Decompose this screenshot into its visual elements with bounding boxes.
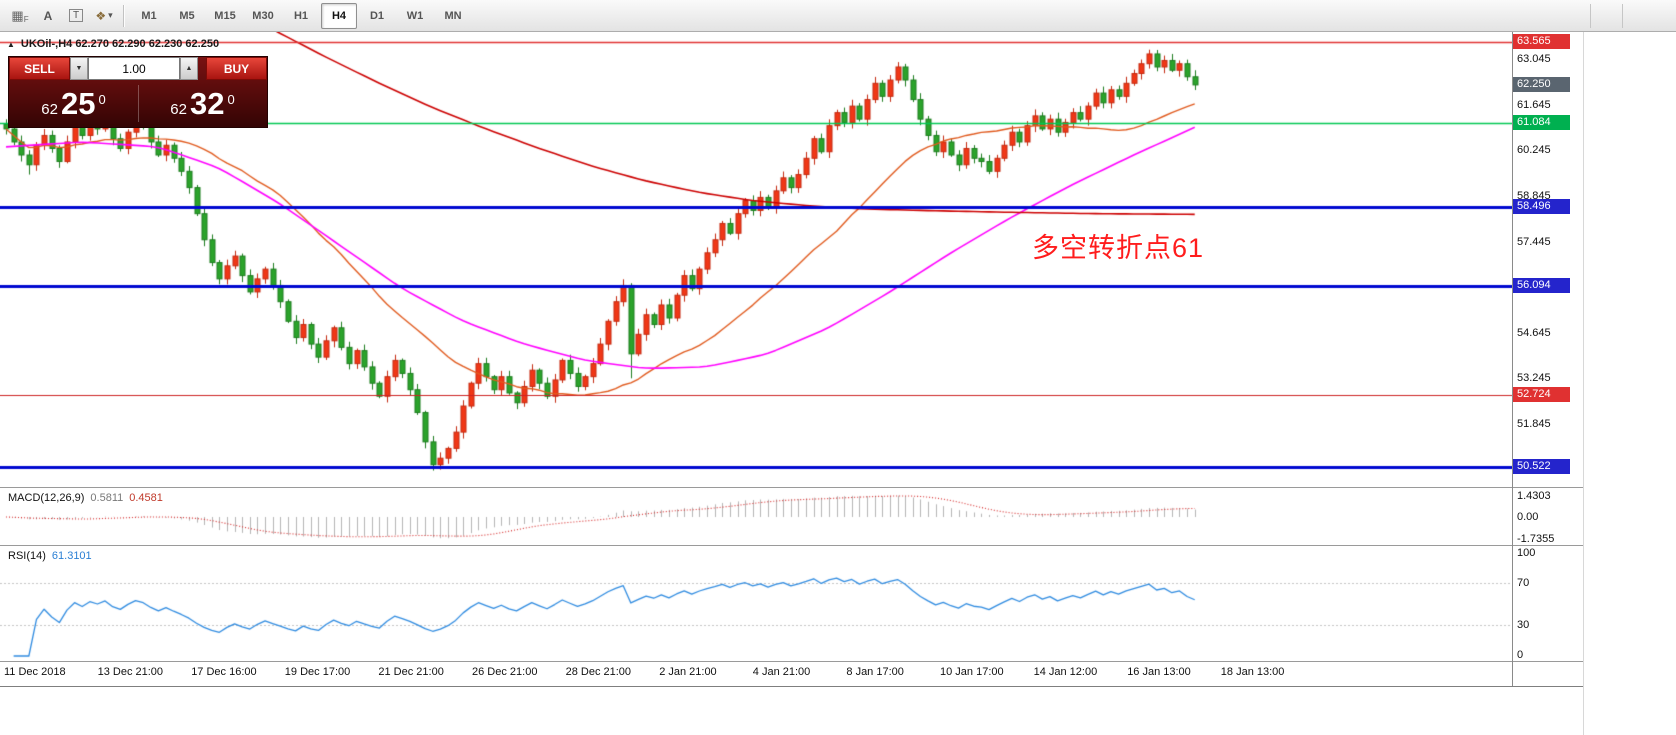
panel-separator[interactable]: [0, 487, 1583, 488]
rsi-scale-label: 30: [1517, 618, 1530, 631]
grid-settings-icon[interactable]: ▦ F: [7, 3, 33, 29]
timeframe-button-w1[interactable]: W1: [406, 9, 424, 22]
price-level-badge-61.084: 61.084: [1513, 114, 1570, 130]
rsi-indicator-canvas[interactable]: [0, 546, 1512, 661]
price-tick: 63.045: [1517, 53, 1551, 65]
timeframe-button-m30[interactable]: M30: [252, 9, 274, 22]
chart-header: ▲ UKOil-,H4 62.270 62.290 62.230 62.250: [7, 38, 219, 50]
time-axis-label: 21 Dec 21:00: [378, 666, 444, 678]
macd-indicator-canvas[interactable]: [0, 488, 1512, 545]
rsi-value: 61.3101: [51, 550, 92, 562]
volume-input[interactable]: [88, 57, 180, 80]
rsi-label: RSI(14) 61.3101: [8, 550, 92, 562]
grid-sub-label: F: [23, 14, 29, 24]
price-level-badge-50.522: 50.522: [1513, 459, 1570, 475]
sell-button[interactable]: SELL: [9, 57, 70, 80]
buy-price-pipette: 0: [227, 92, 235, 107]
time-axis-label: 10 Jan 17:00: [940, 666, 1004, 678]
rsi-scale-label: 0: [1517, 649, 1524, 661]
macd-name: MACD(12,26,9): [8, 492, 85, 504]
time-axis-label: 18 Jan 13:00: [1220, 666, 1285, 678]
timeframe-button-m1[interactable]: M1: [141, 9, 157, 22]
collapse-panel-icon[interactable]: ▲: [7, 39, 15, 49]
buy-price-display[interactable]: 62 32 0: [138, 88, 267, 119]
rsi-scale-label: 100: [1517, 547, 1536, 559]
one-click-trading-panel: SELL ▼ ▲ BUY 62 25 0 62 32 0: [8, 56, 268, 128]
sell-price-whole: 62: [41, 101, 58, 118]
timeframe-button-mn[interactable]: MN: [444, 9, 462, 22]
time-axis-label: 28 Dec 21:00: [565, 666, 632, 678]
grid-glyph: ▦: [11, 7, 24, 23]
price-level-badge-58.496: 58.496: [1513, 199, 1570, 215]
price-tick: 51.845: [1517, 418, 1551, 431]
toolbar-separator: [1590, 4, 1591, 28]
sell-price-pipette: 0: [98, 92, 106, 107]
time-axis-label: 11 Dec 2018: [4, 666, 66, 678]
chart-window-edge: [1583, 32, 1584, 735]
price-level-badge-62.250: 62.250: [1513, 76, 1570, 92]
buy-price-whole: 62: [170, 101, 187, 118]
time-axis-label: 14 Jan 12:00: [1033, 666, 1098, 678]
chart-style-icon[interactable]: ❖ ▾: [91, 3, 117, 29]
panel-divider: [138, 85, 139, 122]
price-tick: 54.645: [1517, 326, 1551, 339]
sell-price-display[interactable]: 62 25 0: [9, 88, 138, 119]
macd-signal-value: 0.4581: [129, 492, 163, 504]
volume-down-button[interactable]: ▼: [70, 57, 88, 80]
price-tick: 57.445: [1517, 235, 1551, 248]
buy-price-pips: 32: [189, 86, 225, 121]
time-axis-label: 17 Dec 16:00: [191, 666, 257, 678]
macd-label: MACD(12,26,9) 0.5811 0.4581: [8, 492, 163, 504]
style-glyph: ❖: [95, 8, 107, 23]
toolbar: ▦ F A T ❖ ▾ M1 M5 M15 M30 H1 H4 D1 W1 MN: [0, 0, 1676, 32]
macd-scale-label: 0.00: [1517, 511, 1539, 523]
macd-scale-label: 1.4303: [1517, 490, 1551, 503]
annotation-text: 多空转折点61: [1032, 233, 1205, 263]
toolbar-separator: [1622, 4, 1623, 28]
timeframe-group: M1 M5 M15 M30 H1 H4 D1 W1 MN: [130, 2, 472, 29]
time-axis-label: 16 Jan 13:00: [1127, 666, 1191, 678]
text-box-icon[interactable]: T: [63, 3, 89, 29]
sell-price-pips: 25: [60, 86, 96, 121]
timeframe-button-h4[interactable]: H4: [321, 2, 357, 29]
price-level-badge-63.565: 63.565: [1513, 34, 1570, 50]
panel-separator: [0, 661, 1583, 662]
macd-main-value: 0.5811: [90, 492, 124, 504]
symbol-ohlc-text: UKOil-,H4 62.270 62.290 62.230 62.250: [20, 38, 220, 50]
time-axis-label: 4 Jan 21:00: [752, 666, 811, 678]
macd-scale-label: -1.7355: [1517, 533, 1555, 545]
volume-up-button[interactable]: ▲: [180, 57, 198, 80]
rsi-name: RSI(14): [8, 550, 46, 562]
timeframe-button-m15[interactable]: M15: [214, 9, 236, 22]
window-bottom-border: [0, 686, 1583, 687]
letter-t-glyph: T: [68, 9, 84, 22]
price-tick: 60.245: [1517, 144, 1551, 157]
panel-separator[interactable]: [0, 545, 1583, 546]
price-scale-border: [1512, 32, 1513, 686]
timeframe-button-h1[interactable]: H1: [293, 9, 309, 22]
text-label-icon[interactable]: A: [35, 3, 61, 29]
time-axis-label: 2 Jan 21:00: [659, 666, 717, 678]
toolbar-separator: [123, 4, 125, 27]
timeframe-button-m5[interactable]: M5: [179, 9, 195, 22]
price-tick: 53.245: [1517, 372, 1551, 385]
time-axis-label: 8 Jan 17:00: [846, 666, 904, 678]
chevron-down-icon: ▾: [108, 10, 113, 20]
time-axis-label: 19 Dec 17:00: [284, 666, 351, 678]
timeframe-button-d1[interactable]: D1: [369, 9, 385, 22]
time-axis-label: 26 Dec 21:00: [472, 666, 538, 678]
buy-button[interactable]: BUY: [206, 57, 267, 80]
time-axis-label: 13 Dec 21:00: [97, 666, 164, 678]
price-tick: 61.645: [1517, 98, 1551, 111]
rsi-scale-label: 70: [1517, 577, 1530, 590]
price-tick: 58.845: [1517, 189, 1551, 202]
price-level-badge-56.094: 56.094: [1513, 277, 1570, 293]
letter-a-glyph: A: [43, 8, 53, 23]
price-level-badge-52.724: 52.724: [1513, 387, 1570, 403]
